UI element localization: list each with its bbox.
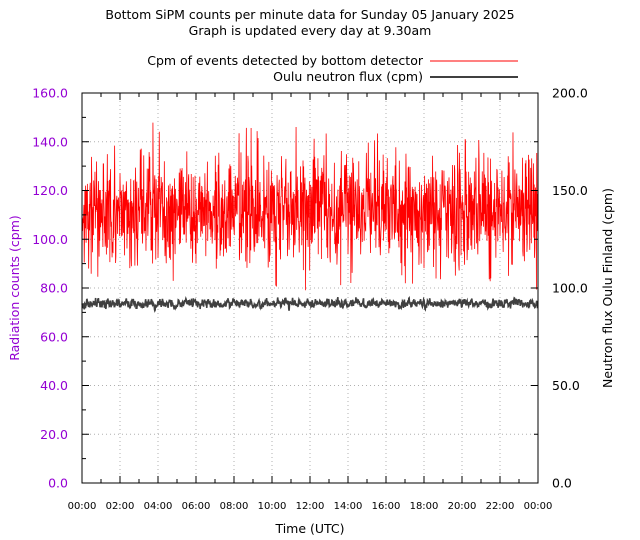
chart-title-line-1: Bottom SiPM counts per minute data for S… xyxy=(105,7,515,22)
y-tick-label: 80.0 xyxy=(40,281,68,296)
y2-tick-label: 50.0 xyxy=(552,378,580,393)
y-tick-label: 100.0 xyxy=(32,232,68,247)
series-line-bottom-detector xyxy=(81,122,539,291)
x-axis-label: Time (UTC) xyxy=(274,521,344,536)
series-layer xyxy=(81,122,539,313)
x-tick-label: 14:00 xyxy=(334,501,363,512)
y-tick-label: 140.0 xyxy=(32,134,68,149)
legend-label-bottom-detector: Cpm of events detected by bottom detecto… xyxy=(147,53,423,68)
y-tick-label: 0.0 xyxy=(48,476,68,491)
y-tick-label: 40.0 xyxy=(40,378,68,393)
grid xyxy=(82,93,538,483)
x-tick-label: 18:00 xyxy=(410,501,439,512)
x-tick-label: 06:00 xyxy=(182,501,211,512)
x-tick-label: 00:00 xyxy=(68,501,97,512)
x-tick-label: 04:00 xyxy=(144,501,173,512)
x-tick-label: 20:00 xyxy=(448,501,477,512)
y2-tick-label: 150.0 xyxy=(552,183,588,198)
legend-label-oulu-flux: Oulu neutron flux (cpm) xyxy=(273,69,423,84)
y-tick-label: 160.0 xyxy=(32,86,68,101)
x-tick-label: 22:00 xyxy=(486,501,515,512)
plot-border xyxy=(81,92,539,484)
x-tick-label: 12:00 xyxy=(296,501,325,512)
x-tick-label: 02:00 xyxy=(106,501,135,512)
x-tick-label: 10:00 xyxy=(258,501,287,512)
y-tick-label: 120.0 xyxy=(32,183,68,198)
y-tick-label: 60.0 xyxy=(40,329,68,344)
series-line-oulu-flux xyxy=(81,295,539,313)
chart-title-line-2: Graph is updated every day at 9.30am xyxy=(188,23,432,38)
x-tick-label: 08:00 xyxy=(220,501,249,512)
y-tick-label: 20.0 xyxy=(40,427,68,442)
y2-axis-label: Neutron flux Oulu Finland (cpm) xyxy=(600,188,615,388)
y2-tick-label: 200.0 xyxy=(552,86,588,101)
legend xyxy=(430,60,518,78)
x-tick-label: 00:00 xyxy=(524,501,553,512)
y2-tick-label: 0.0 xyxy=(552,476,572,491)
axes: 00:00 02:00 04:00 06:00 08:00 10:00 12:00 14:00… xyxy=(32,86,588,513)
y2-tick-label: 100.0 xyxy=(552,281,588,296)
y-axis-label: Radiation counts (cpm) xyxy=(7,215,22,361)
x-tick-label: 16:00 xyxy=(372,501,401,512)
